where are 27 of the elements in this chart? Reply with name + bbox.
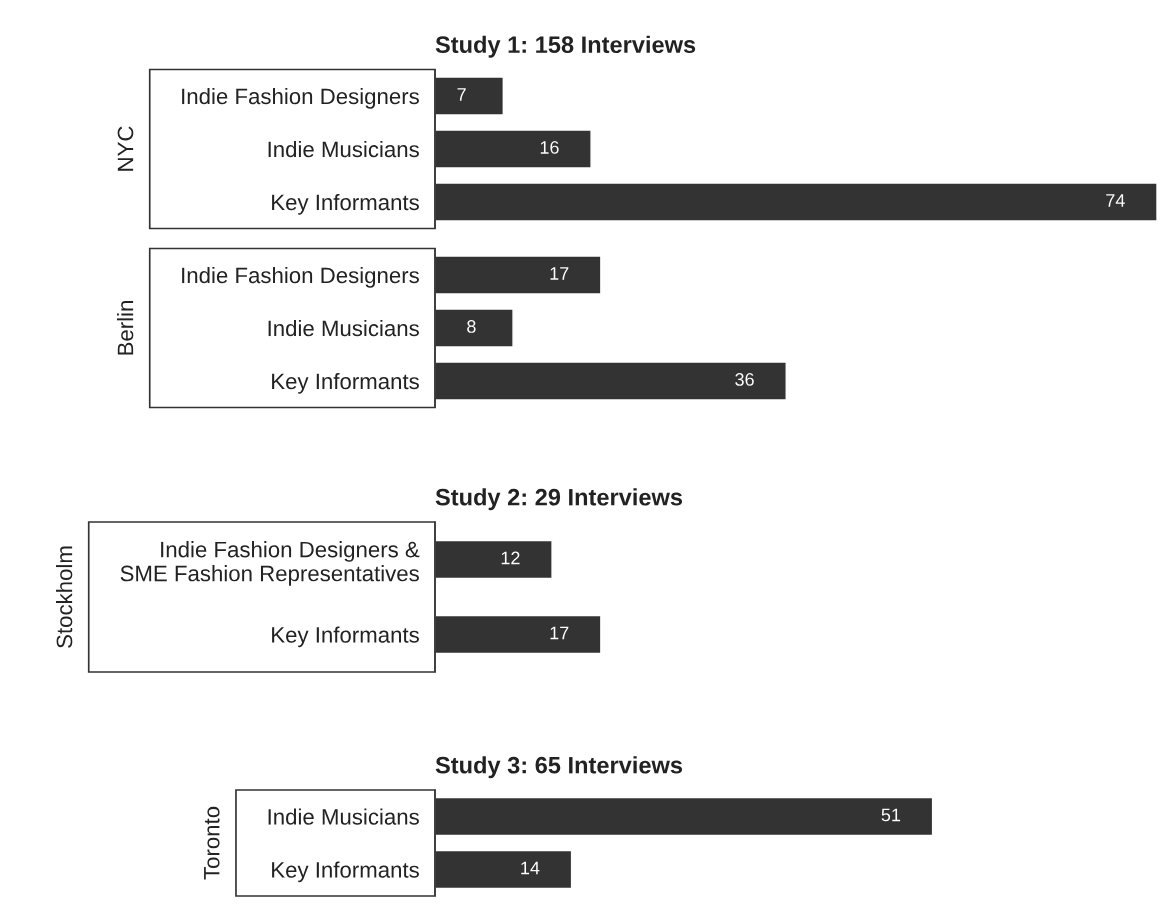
y-axis-title: Berlin bbox=[117, 301, 134, 355]
data-label: 12 bbox=[501, 551, 520, 565]
y-tick-label: Indie Fashion Designers & SME Fashion Representatives bbox=[120, 541, 420, 586]
y-tick-label: Indie Musicians bbox=[268, 140, 419, 158]
y-tick-label: Key Informants bbox=[272, 861, 419, 883]
y-tick-label: Indie Musicians bbox=[268, 808, 419, 825]
y-axis-title: Toronto bbox=[204, 806, 220, 880]
data-label: 51 bbox=[881, 808, 901, 822]
y-tick-label: Indie Fashion Designers bbox=[182, 266, 419, 288]
y-tick-label: Indie Musicians bbox=[268, 319, 419, 337]
data-label: 17 bbox=[550, 267, 569, 280]
data-label: 8 bbox=[467, 320, 476, 333]
data-label: 17 bbox=[550, 626, 569, 640]
y-tick-label: Key Informants bbox=[272, 372, 419, 394]
data-label: 74 bbox=[1106, 194, 1125, 207]
y-tick-label: Indie Fashion Designers bbox=[182, 87, 419, 109]
data-label: 7 bbox=[457, 88, 466, 101]
data-label: 36 bbox=[735, 373, 754, 386]
chart-title: Study 1: 158 Interviews bbox=[435, 35, 696, 58]
data-label: 16 bbox=[540, 141, 559, 154]
y-axis-title: Stockholm bbox=[56, 546, 73, 648]
y-tick-label: Key Informants bbox=[272, 193, 419, 215]
y-axis-title: NYC bbox=[117, 126, 134, 171]
chart-title: Study 2: 29 Interviews bbox=[435, 488, 683, 511]
chart-title: Study 3: 65 Interviews bbox=[435, 756, 683, 779]
data-label: 14 bbox=[521, 861, 540, 875]
y-tick-label: Key Informants bbox=[272, 626, 419, 648]
